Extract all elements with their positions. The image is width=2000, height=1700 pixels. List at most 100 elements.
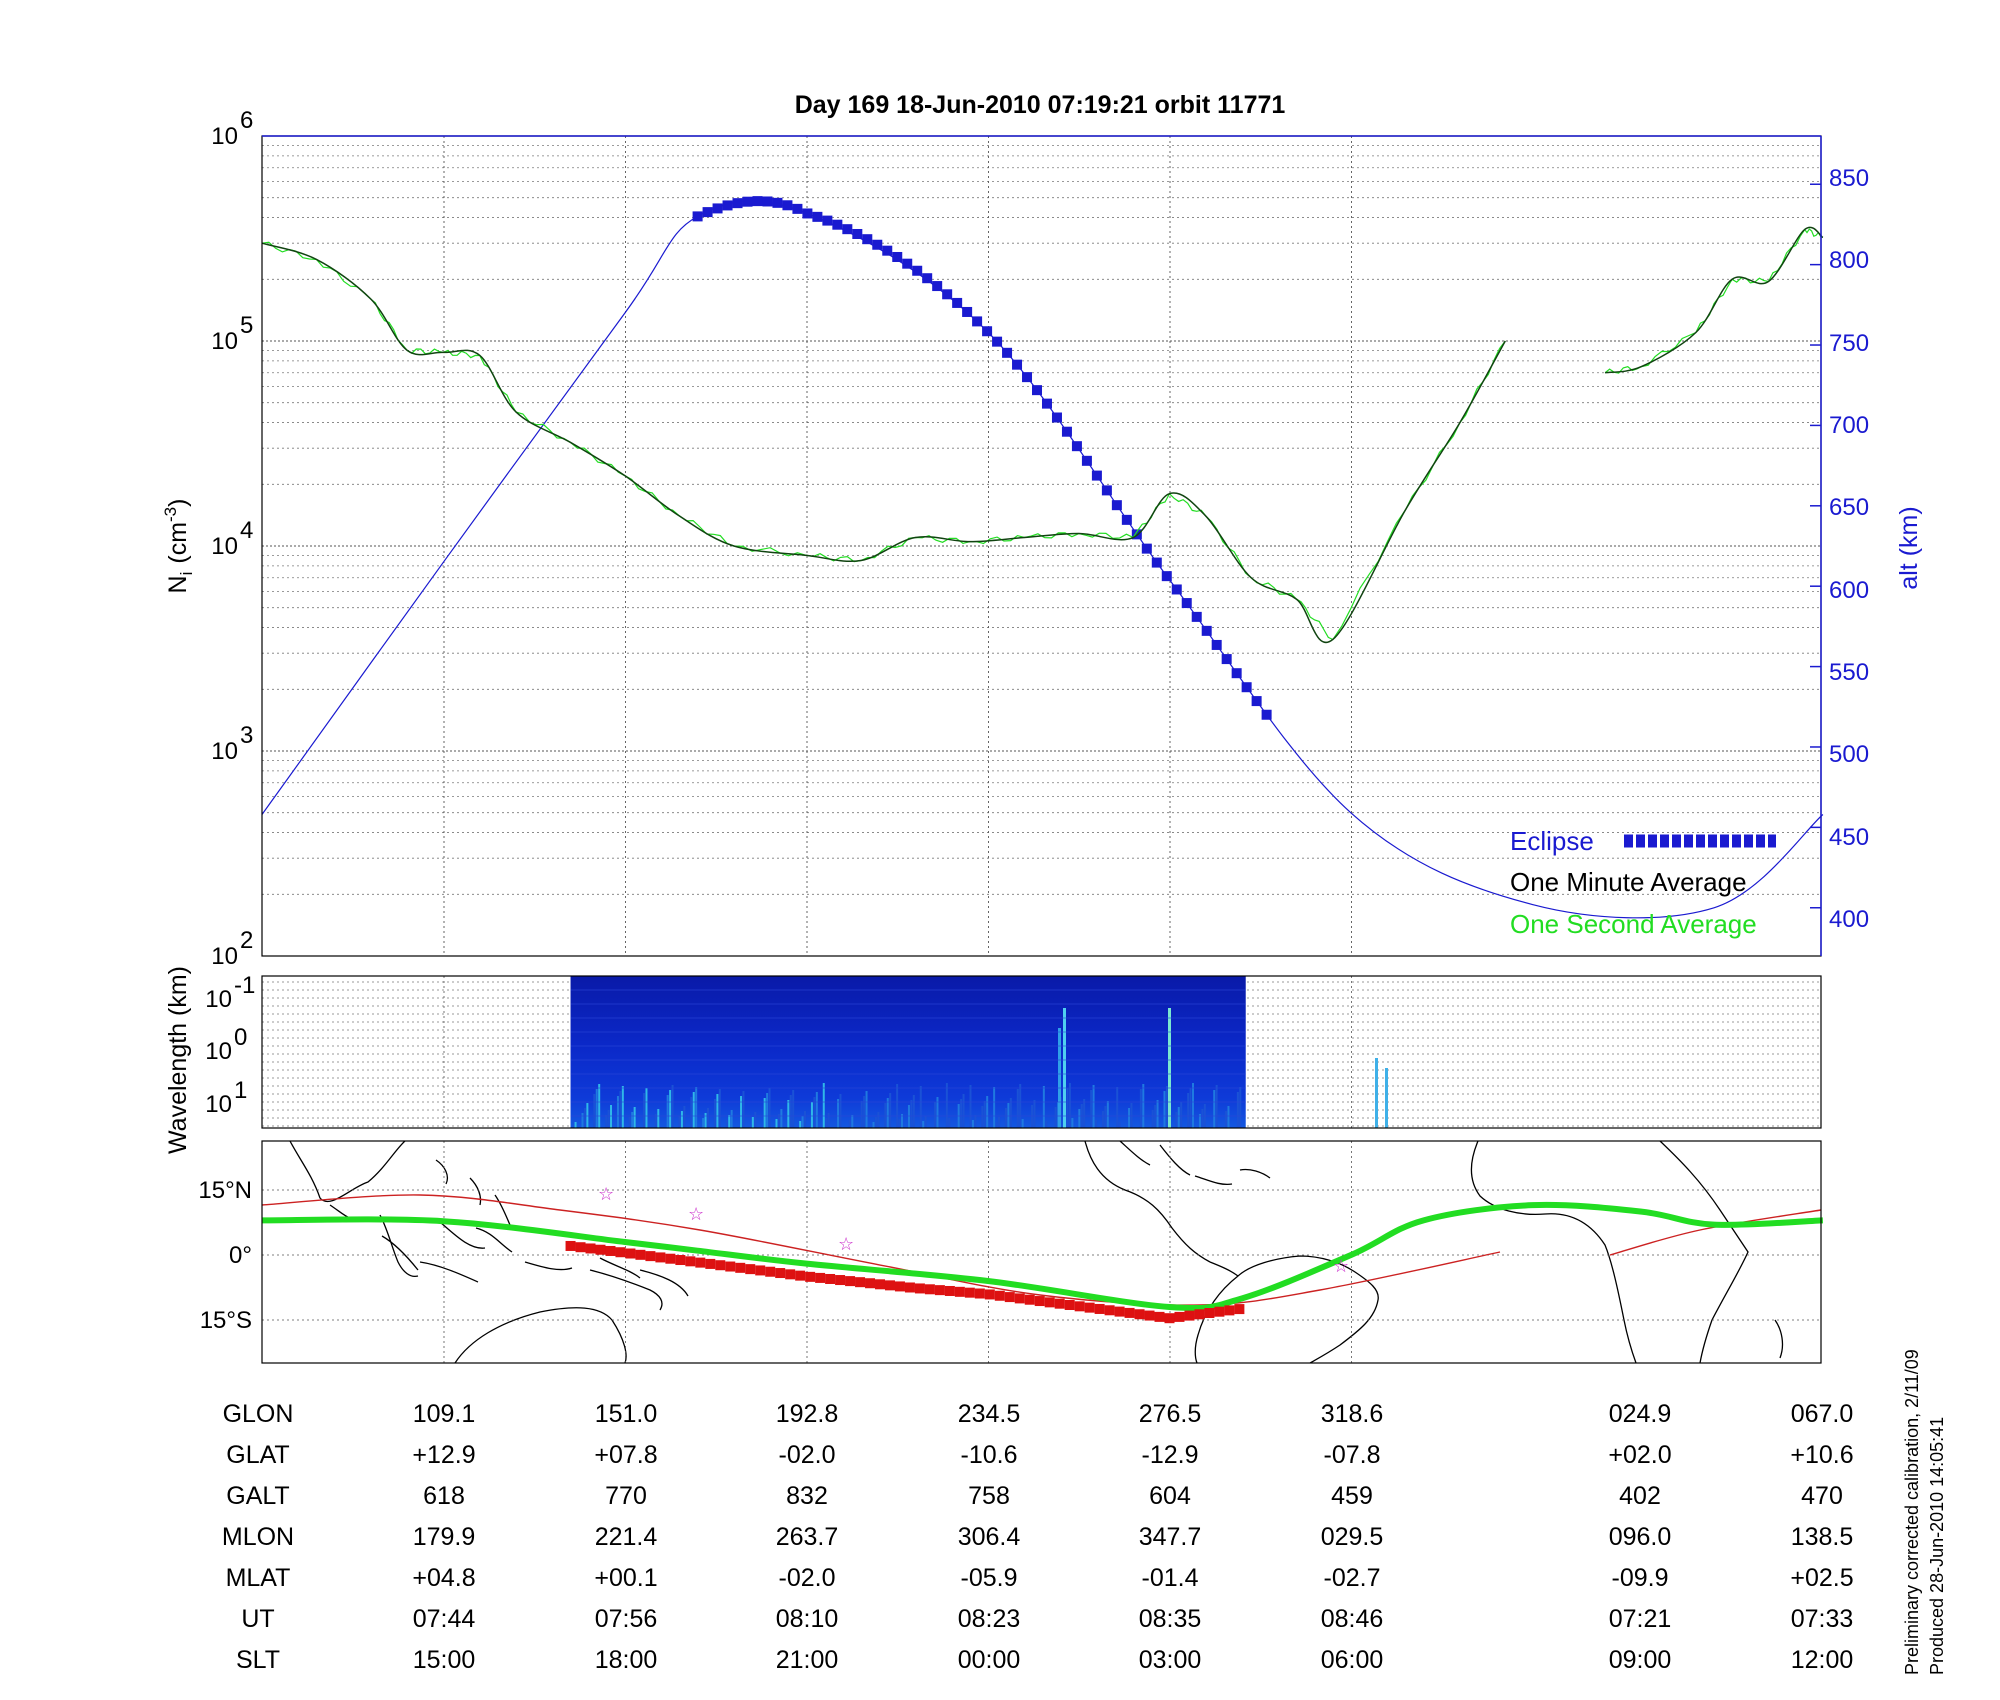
eclipse-track-marker [1014,1293,1025,1304]
eclipse-marker [1041,398,1052,409]
y-right-tick: 500 [1829,741,1869,768]
top-panel-background [262,136,1821,956]
spectrogram-streak [751,1117,754,1128]
mid-panel-frame [261,975,1822,1129]
eclipse-track-marker [1164,1313,1175,1324]
star-marker: ☆ [838,1234,854,1255]
eclipse-segment [692,196,1272,720]
table-cell: 00:00 [958,1646,1021,1674]
spectrogram-streak [998,1117,1001,1128]
spectrogram-streak [1192,1083,1195,1128]
eclipse-track-marker [1214,1306,1225,1317]
eclipse-track-marker [994,1290,1005,1301]
spectrogram-streak [877,1112,880,1128]
eclipse-track-marker [585,1243,596,1254]
spectrogram-streak [742,1091,745,1128]
spectrogram-streak [969,1085,972,1128]
eclipse-marker [1061,426,1072,437]
table-cell: -10.6 [961,1441,1018,1469]
spectrogram-streak [1175,1112,1178,1128]
side-note-produced: Produced 28-Jun-2010 14:05:41 [1927,1417,1947,1675]
table-cell: 06:00 [1321,1646,1384,1674]
spectrogram-streak [789,1095,792,1128]
spectrogram-streak [810,1102,813,1128]
table-row: MLON 179.9 221.4 263.7 306.4 347.7 029.5 096.0 1… [222,1523,1853,1551]
y-left-tick-exp: 6 [240,107,253,134]
eclipse-track-marker [785,1269,796,1280]
spectrogram-streak [863,1096,866,1128]
spectrogram-streak [1095,1120,1098,1128]
spectrogram-streaks [570,989,1388,1128]
spectrogram-streak [924,1116,927,1128]
eclipse-marker [892,251,903,262]
eclipse-track-marker [735,1262,746,1273]
spectrogram-streak [621,1086,624,1128]
mid-y-tick-base: 10 [205,986,232,1013]
spectrogram-streak [1118,1122,1121,1128]
dip-equator-line-2 [1609,1209,1822,1256]
table-cell: 029.5 [1321,1523,1384,1551]
eclipse-track-marker [575,1242,586,1253]
spectrogram-streak [1198,1114,1201,1128]
eclipse-marker [1221,654,1232,665]
eclipse-track-marker [875,1279,886,1290]
spectrogram-streak [974,1115,977,1128]
table-cell: -07.8 [1324,1441,1381,1469]
eclipse-track-marker [805,1271,816,1282]
spectrogram-streak [1187,1093,1190,1128]
spectrogram-streak [837,1099,840,1128]
spectrogram-streak [678,1116,681,1128]
table-cell: 07:56 [595,1605,658,1633]
table-cell: 08:46 [1321,1605,1384,1633]
spectrogram-streak [718,1089,721,1128]
y-left-tick-1e6: 10 6 [211,107,253,150]
eclipse-marker [722,200,733,211]
spectrogram-streak [1004,1108,1007,1128]
spectrogram-streak [860,1101,863,1128]
map-background [262,1141,1821,1363]
spectrogram-spike [1375,1058,1378,1128]
eclipse-marker [712,203,723,214]
spectrogram-streak [581,1113,584,1128]
map-y-tick-0: 0° [229,1242,252,1269]
spectrogram-streak [716,1094,719,1128]
y-right-tick: 450 [1829,824,1869,851]
eclipse-track-marker [904,1282,915,1293]
star-marker: ☆ [1333,1256,1349,1277]
spectrogram-streak [865,1091,868,1128]
eclipse-track-marker [1074,1301,1085,1312]
spectrogram-streak [1033,1100,1036,1128]
y-left-tick-base: 10 [211,738,238,765]
spectrogram-streak [1165,1086,1168,1128]
table-row-label: MLON [222,1523,294,1551]
eclipse-marker [942,289,953,300]
y-left-label-unit: (cm [164,522,192,564]
spectrogram-streak [1177,1107,1180,1128]
coastline-north-america [1084,1140,1211,1263]
spectrogram-streak [948,1118,951,1128]
density-one-minute-line [261,242,1506,643]
eclipse-marker [762,196,773,207]
y-left-tick-exp: 2 [240,927,253,954]
spectrogram-streak [1021,1119,1024,1128]
spectrogram-streak [827,1113,830,1128]
eclipse-marker [852,228,863,239]
coastline-png [589,1269,663,1311]
spectrogram-spike [1168,1008,1171,1128]
eclipse-marker [832,219,843,230]
legend-second-label: One Second Average [1510,909,1757,939]
y-left-tick-1e4: 10 4 [211,517,253,560]
eclipse-track-marker [1034,1296,1045,1307]
y-right-label: alt (km) [1895,506,1923,589]
spectrogram-streak [1142,1084,1145,1128]
eclipse-track-marker [884,1280,895,1291]
legend-minute-label: One Minute Average [1510,867,1747,897]
spectrogram-streak [804,1111,807,1128]
eclipse-track-marker [625,1248,636,1259]
eclipse-marker [1181,598,1192,609]
eclipse-track-marker [1024,1294,1035,1305]
eclipse-track-marker [865,1278,876,1289]
table-cell: +04.8 [412,1564,475,1592]
table-cell: 276.5 [1139,1400,1202,1428]
spectrogram-streak [983,1101,986,1128]
